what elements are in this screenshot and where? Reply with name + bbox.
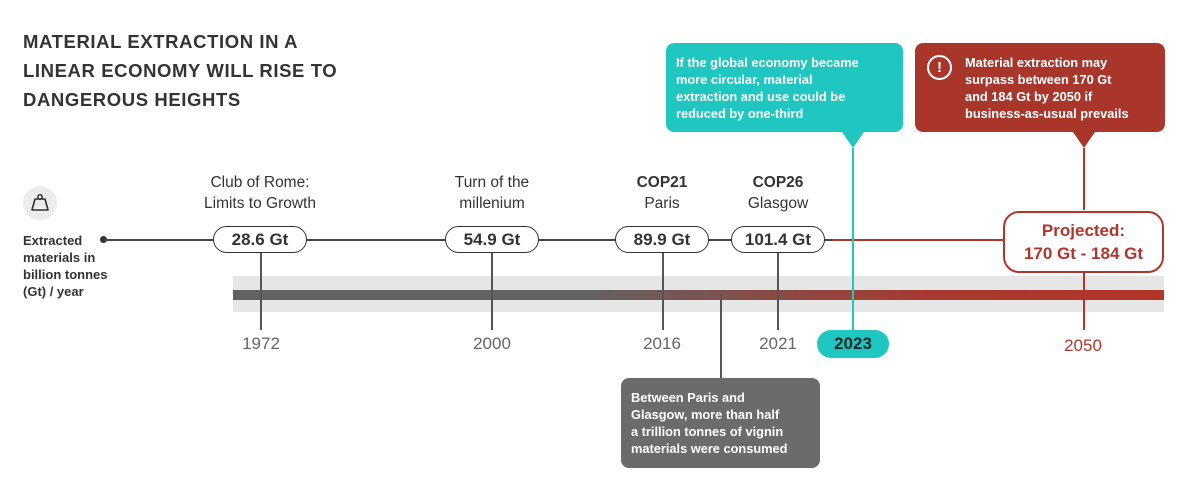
- current-year-badge: 2023: [817, 330, 889, 358]
- year-label-1972: 1972: [242, 334, 280, 353]
- callout-teal-pointer: [842, 132, 864, 148]
- year-label-2016: 2016: [643, 334, 681, 353]
- weight-icon: [23, 186, 57, 220]
- event-label-line-2: Limits to Growth: [204, 195, 316, 212]
- year-label-2021: 2021: [759, 334, 797, 353]
- event-label-line-2: millenium: [459, 195, 525, 212]
- y-axis-label-line-2: materials in: [23, 250, 96, 265]
- value-pill-2000: 54.9 Gt: [445, 226, 539, 253]
- value-pill-1972: 28.6 Gt: [213, 226, 307, 253]
- year-axis-bar: [233, 290, 1164, 300]
- event-label-line-2: Glasgow: [747, 195, 809, 212]
- event-cop21: COP21 Paris: [612, 172, 712, 214]
- year-label-2050: 2050: [1064, 336, 1102, 355]
- year-label-2000: 2000: [473, 334, 511, 353]
- tick-2050-lower: [1083, 273, 1085, 330]
- projection-box: Projected: 170 Gt - 184 Gt: [1003, 211, 1164, 273]
- timeline-line-projected: [832, 239, 1164, 241]
- callout-line-2: Glasgow, more than half: [631, 407, 780, 422]
- callout-paris-glasgow: Between Paris and Glasgow, more than hal…: [621, 378, 820, 468]
- event-turn-of-millenium: Turn of the millenium: [422, 172, 562, 214]
- callout-line-4: materials were consumed: [631, 441, 788, 456]
- y-axis-label: Extracted materials in billion tonnes (G…: [23, 232, 133, 300]
- tick-2000: [491, 253, 493, 330]
- event-club-of-rome: Club of Rome: Limits to Growth: [180, 172, 340, 214]
- value-pill-2016: 89.9 Gt: [615, 226, 709, 253]
- callout-line-2: surpass between 170 Gt: [965, 72, 1112, 87]
- y-axis-label-line-3: billion tonnes: [23, 267, 108, 282]
- tick-2023: [852, 148, 854, 330]
- projection-value: 170 Gt - 184 Gt: [1023, 244, 1144, 263]
- event-label-line-1: Club of Rome:: [210, 174, 310, 191]
- callout-line-4: business-as-usual prevails: [965, 106, 1129, 121]
- value-pill-2021: 101.4 Gt: [731, 226, 825, 253]
- title-line-3: DANGEROUS HEIGHTS: [23, 89, 241, 110]
- callout-line-3: and 184 Gt by 2050 if: [965, 89, 1093, 104]
- tick-1972: [260, 253, 262, 330]
- title-line-2: LINEAR ECONOMY WILL RISE TO: [23, 60, 338, 81]
- title-line-1: MATERIAL EXTRACTION IN A: [23, 31, 299, 52]
- callout-business-as-usual: Material extraction may surpass between …: [915, 43, 1165, 132]
- tick-2050-upper: [1083, 148, 1085, 210]
- infographic-title: MATERIAL EXTRACTION IN A LINEAR ECONOMY …: [23, 27, 443, 114]
- callout-line-4: reduced by one-third: [676, 106, 804, 121]
- tick-2016: [662, 253, 664, 330]
- y-axis-label-line-4: (Gt) / year: [23, 284, 84, 299]
- callout-line-1: Material extraction may: [965, 55, 1108, 70]
- timeline-start-dot: [100, 236, 107, 243]
- event-label-line-1: Turn of the: [454, 174, 530, 191]
- callout-line-3: a trillion tonnes of vignin: [631, 424, 784, 439]
- event-label-line-1: COP26: [752, 174, 804, 191]
- y-axis-label-line-1: Extracted: [23, 233, 83, 248]
- tick-2021: [777, 253, 779, 330]
- callout-red-pointer: [1073, 132, 1095, 148]
- callout-line-2: more circular, material: [676, 72, 813, 87]
- callout-line-1: If the global economy became: [676, 55, 859, 70]
- event-cop26: COP26 Glasgow: [728, 172, 828, 214]
- warning-icon: !: [927, 55, 952, 80]
- event-label-line-2: Paris: [644, 195, 680, 212]
- projection-label: Projected:: [1041, 221, 1126, 240]
- connector-paris-glasgow: [720, 295, 722, 379]
- callout-line-1: Between Paris and: [631, 390, 745, 405]
- event-label-line-1: COP21: [636, 174, 688, 191]
- callout-circular-economy: If the global economy became more circul…: [666, 43, 903, 132]
- callout-line-3: extraction and use could be: [676, 89, 846, 104]
